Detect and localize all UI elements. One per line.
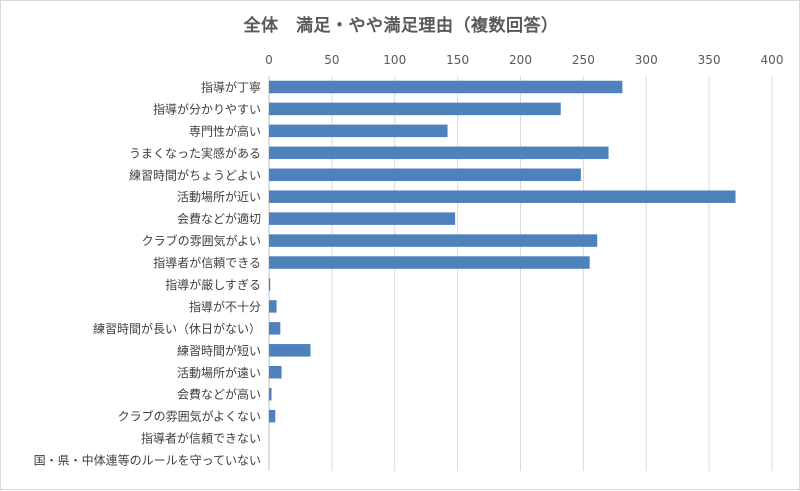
category-label: 会費などが高い bbox=[177, 387, 261, 402]
bar bbox=[269, 300, 277, 313]
category-label: 練習時間が短い bbox=[177, 343, 261, 358]
bar bbox=[269, 80, 623, 94]
bar bbox=[269, 124, 448, 138]
category-label: 指導が不十分 bbox=[189, 299, 261, 314]
bar bbox=[269, 278, 271, 291]
category-label: 指導者が信頼できない bbox=[141, 431, 261, 446]
bar bbox=[269, 366, 282, 379]
category-label: クラブの雰囲気がよくない bbox=[118, 409, 261, 424]
category-label: 指導が丁寧 bbox=[201, 79, 261, 94]
bar bbox=[269, 146, 609, 160]
category-label: クラブの雰囲気がよい bbox=[142, 233, 261, 248]
chart-title: 全体 満足・やや満足理由（複数回答） bbox=[243, 16, 559, 36]
bar bbox=[269, 344, 311, 357]
x-tick-label: 250 bbox=[572, 53, 595, 67]
category-label: 専門性が高い bbox=[189, 123, 261, 138]
category-label: 活動場所が近い bbox=[177, 189, 261, 204]
bar bbox=[269, 387, 272, 401]
bar bbox=[269, 190, 736, 203]
category-label: うまくなった実感がある bbox=[129, 145, 261, 160]
category-label: 活動場所が遠い bbox=[177, 365, 261, 380]
bar bbox=[269, 212, 456, 225]
x-tick-label: 150 bbox=[446, 53, 469, 67]
category-label: 指導が分かりやすい bbox=[153, 101, 261, 116]
bar bbox=[269, 102, 561, 116]
category-label: 国・県・中体連等のルールを守っていない bbox=[34, 453, 261, 468]
x-tick-label: 0 bbox=[265, 53, 273, 67]
bar bbox=[269, 234, 598, 247]
bar bbox=[269, 322, 281, 335]
bar bbox=[269, 256, 590, 269]
x-tick-label: 200 bbox=[509, 53, 532, 67]
bar bbox=[269, 409, 276, 423]
category-label: 練習時間がちょうどよい bbox=[129, 167, 261, 182]
category-label: 練習時間が長い（休日がない） bbox=[93, 321, 261, 336]
category-label: 指導者が信頼できる bbox=[153, 255, 261, 270]
x-tick-label: 350 bbox=[698, 53, 721, 67]
x-tick-label: 100 bbox=[383, 53, 406, 67]
x-tick-label: 300 bbox=[635, 53, 658, 67]
category-label: 会費などが適切 bbox=[177, 211, 261, 226]
x-tick-label: 50 bbox=[324, 53, 339, 67]
x-tick-label: 400 bbox=[761, 53, 784, 67]
bar bbox=[269, 168, 581, 181]
category-label: 指導が厳しすぎる bbox=[165, 277, 261, 292]
